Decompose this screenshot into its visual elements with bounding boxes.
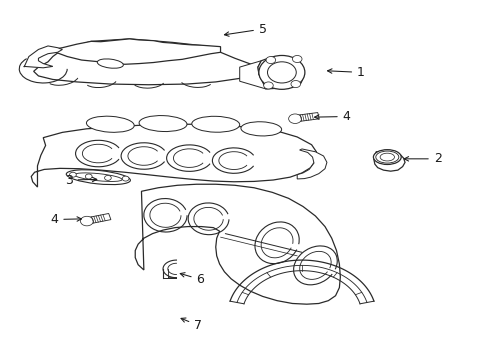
Circle shape — [263, 82, 273, 89]
Text: 6: 6 — [180, 273, 204, 286]
Ellipse shape — [75, 173, 122, 181]
Ellipse shape — [139, 116, 186, 131]
Polygon shape — [24, 46, 62, 68]
Circle shape — [258, 55, 304, 89]
Polygon shape — [53, 39, 220, 64]
Polygon shape — [31, 124, 316, 187]
Text: 2: 2 — [404, 152, 441, 165]
Polygon shape — [85, 213, 111, 224]
Circle shape — [85, 174, 92, 179]
Ellipse shape — [191, 116, 239, 132]
Polygon shape — [135, 184, 340, 304]
Text: 3: 3 — [64, 174, 97, 186]
Ellipse shape — [86, 116, 134, 132]
Ellipse shape — [97, 59, 123, 68]
Text: 4: 4 — [50, 213, 81, 226]
Text: 4: 4 — [314, 110, 350, 123]
Polygon shape — [373, 151, 404, 171]
Circle shape — [80, 216, 93, 226]
Circle shape — [69, 172, 76, 177]
Circle shape — [267, 62, 296, 83]
Text: 5: 5 — [224, 23, 266, 36]
Ellipse shape — [379, 153, 394, 161]
Ellipse shape — [375, 151, 398, 163]
Circle shape — [290, 81, 300, 87]
Circle shape — [104, 175, 111, 180]
Circle shape — [288, 114, 301, 123]
Ellipse shape — [66, 170, 130, 185]
Polygon shape — [294, 113, 319, 122]
Circle shape — [122, 176, 129, 181]
Polygon shape — [297, 149, 326, 179]
Ellipse shape — [241, 122, 281, 136]
Circle shape — [292, 55, 302, 63]
Text: 7: 7 — [181, 318, 202, 332]
Circle shape — [265, 57, 275, 64]
Polygon shape — [239, 61, 265, 89]
Polygon shape — [257, 57, 304, 89]
Ellipse shape — [373, 150, 400, 165]
Text: 1: 1 — [327, 66, 364, 79]
Polygon shape — [34, 39, 263, 85]
